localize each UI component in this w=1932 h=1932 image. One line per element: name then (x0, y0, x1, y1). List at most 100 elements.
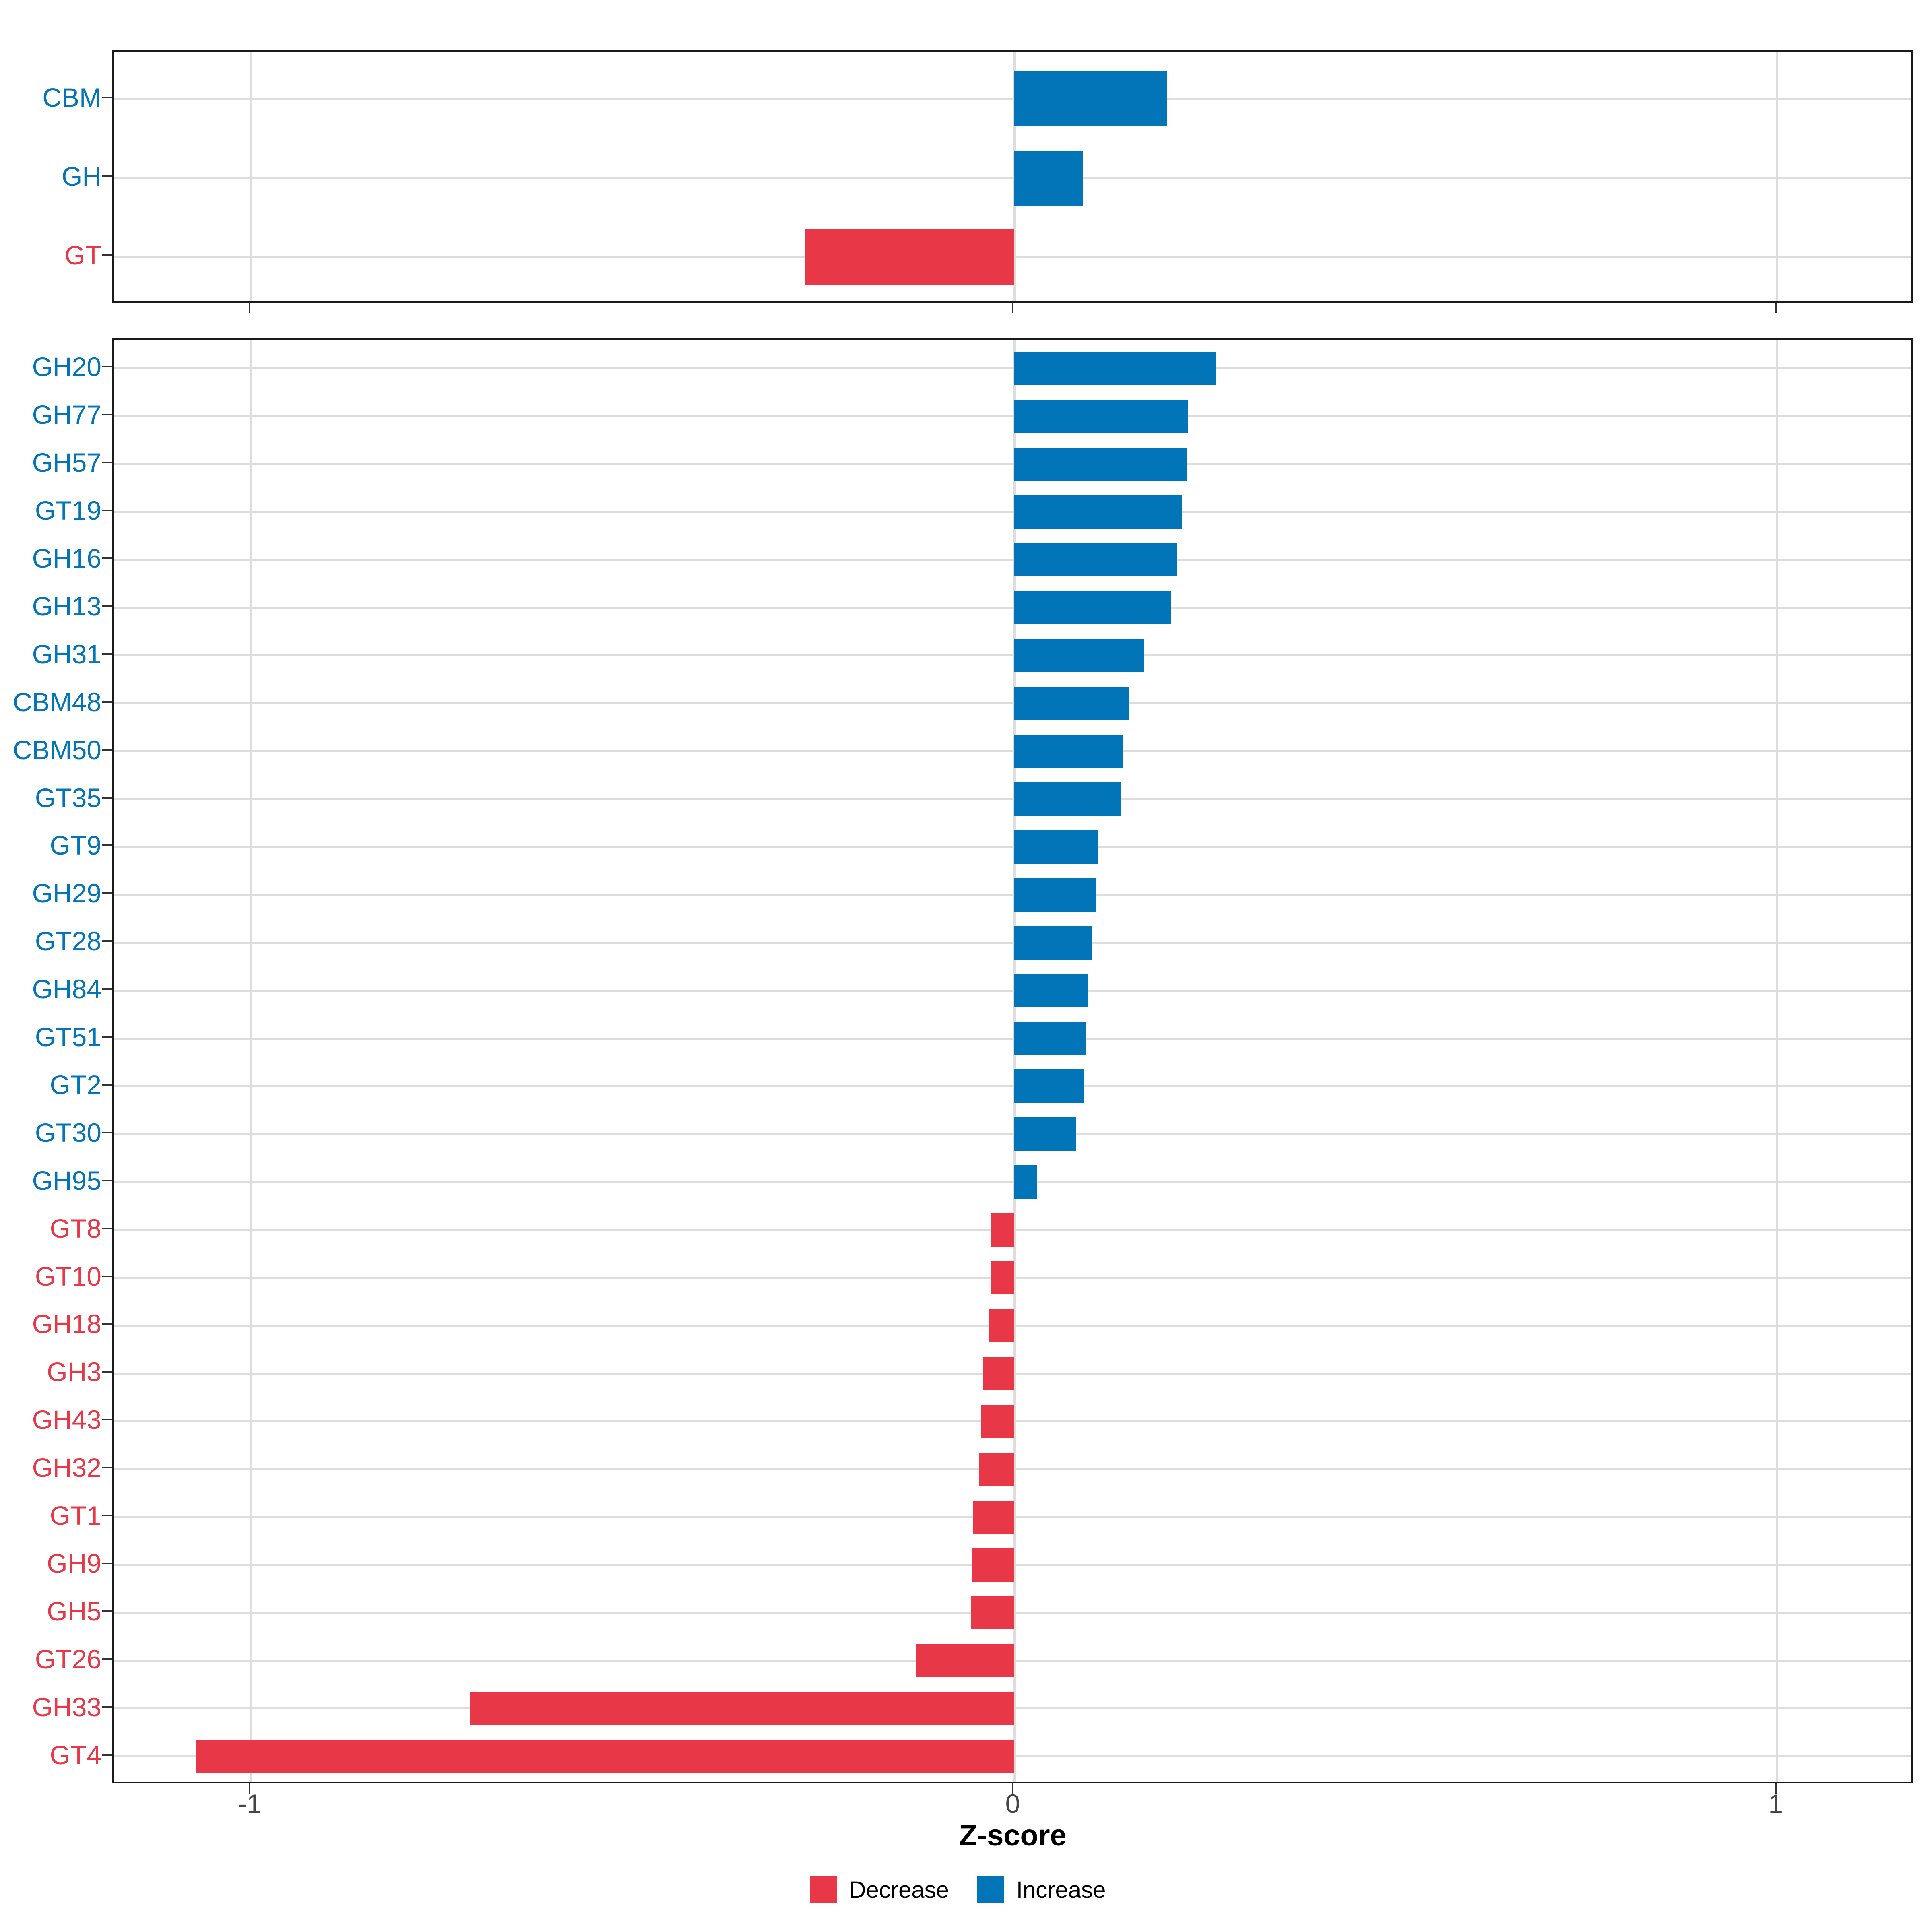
gridline-y (114, 846, 1911, 848)
bar-GT (804, 229, 1014, 285)
y-axis-label-GT10: GT10 (35, 1261, 101, 1291)
y-axis-label-CBM48: CBM48 (12, 687, 101, 717)
y-tick (102, 1131, 112, 1133)
bar-GH33 (470, 1692, 1014, 1726)
y-tick (102, 940, 112, 942)
bar-GT35 (1014, 782, 1121, 816)
gridline-y (114, 798, 1911, 800)
y-axis-label-GT35: GT35 (35, 782, 101, 813)
y-axis-label-GH33: GH33 (32, 1692, 101, 1722)
y-tick (102, 510, 112, 512)
x-tick (1012, 1783, 1013, 1794)
y-axis-label-GT8: GT8 (50, 1213, 101, 1243)
y-tick (102, 557, 112, 559)
y-axis-label-GT19: GT19 (35, 495, 101, 526)
y-tick (102, 366, 112, 368)
bar-GH9 (972, 1548, 1014, 1582)
x-tick (249, 1783, 251, 1794)
y-tick (102, 988, 112, 990)
y-axis-label-GH16: GH16 (32, 543, 101, 573)
y-tick (102, 797, 112, 799)
y-axis-label-CBM50: CBM50 (12, 735, 101, 765)
bar-CBM48 (1014, 687, 1130, 720)
y-tick (102, 653, 112, 655)
bar-GT1 (973, 1500, 1014, 1534)
y-tick (102, 844, 112, 846)
gridline-y (114, 750, 1911, 753)
bar-GH95 (1014, 1165, 1037, 1199)
gridline-x (250, 340, 252, 1782)
y-tick (102, 1084, 112, 1086)
gridline-y (114, 98, 1911, 100)
bar-GH5 (970, 1596, 1014, 1630)
bar-GT28 (1014, 926, 1092, 960)
legend-label-decrease: Decrease (849, 1876, 949, 1903)
bar-GH29 (1014, 878, 1096, 912)
bar-GH20 (1014, 351, 1217, 385)
bar-GH3 (983, 1356, 1014, 1390)
y-tick (102, 1706, 112, 1708)
y-tick (102, 1563, 112, 1565)
gridline-x (1776, 52, 1779, 301)
legend-label-increase: Increase (1016, 1876, 1106, 1903)
bar-GH43 (980, 1404, 1014, 1438)
y-axis-label-GH5: GH5 (47, 1596, 101, 1626)
bar-GH13 (1014, 591, 1171, 625)
y-axis-label-GT1: GT1 (50, 1501, 101, 1531)
y-tick (102, 701, 112, 703)
bar-GH32 (979, 1452, 1014, 1486)
bar-GT2 (1014, 1069, 1084, 1103)
y-axis-label-GH13: GH13 (32, 591, 101, 621)
y-axis-label-GH77: GH77 (32, 400, 101, 430)
y-tick (102, 892, 112, 894)
y-tick (102, 414, 112, 416)
y-tick (102, 1179, 112, 1181)
gridline-y (114, 702, 1911, 705)
bar-GT9 (1014, 830, 1098, 864)
bar-GH18 (989, 1309, 1014, 1342)
y-axis-label-CBM: CBM (42, 82, 101, 112)
gridline-y (114, 559, 1911, 561)
bar-CBM50 (1014, 735, 1123, 768)
y-tick (102, 1515, 112, 1517)
y-tick (102, 749, 112, 751)
bar-GH57 (1014, 447, 1187, 481)
gridline-y (114, 415, 1911, 417)
x-tick-label: -1 (237, 1789, 262, 1818)
y-axis-label-GH18: GH18 (32, 1309, 101, 1339)
bar-GT8 (991, 1213, 1014, 1247)
bar-GH16 (1014, 543, 1177, 577)
gridline-y (114, 894, 1911, 896)
y-axis-label-GH95: GH95 (32, 1165, 101, 1195)
gridline-x (1013, 340, 1016, 1782)
y-axis-label-GH3: GH3 (47, 1357, 101, 1387)
y-tick (102, 1275, 112, 1277)
gridline-y (114, 1085, 1911, 1088)
x-tick-label: 0 (1005, 1789, 1020, 1818)
gridline-y (114, 1037, 1911, 1040)
y-tick (102, 1036, 112, 1038)
enzyme-family-panel (112, 338, 1913, 1783)
y-axis-label-GT: GT (64, 240, 101, 270)
y-tick (102, 1227, 112, 1229)
y-axis-label-GH9: GH9 (47, 1548, 101, 1579)
enzyme-class-panel (112, 50, 1913, 303)
gridline-x (250, 52, 252, 301)
gridline-y (114, 607, 1911, 609)
y-tick (102, 1323, 112, 1325)
y-axis-label-GH43: GH43 (32, 1405, 101, 1435)
y-axis-label-GH84: GH84 (32, 974, 101, 1004)
x-tick (1775, 1783, 1777, 1794)
y-axis-label-GH32: GH32 (32, 1453, 101, 1483)
bar-GH84 (1014, 974, 1088, 1007)
y-tick (102, 254, 112, 256)
y-tick (102, 96, 112, 98)
x-tick (1775, 303, 1777, 313)
bar-GT30 (1014, 1117, 1076, 1151)
bar-CBM (1014, 71, 1167, 127)
gridline-y (114, 989, 1911, 992)
y-tick (102, 462, 112, 464)
gridline-y (114, 941, 1911, 944)
y-axis-label-GT2: GT2 (50, 1069, 101, 1100)
